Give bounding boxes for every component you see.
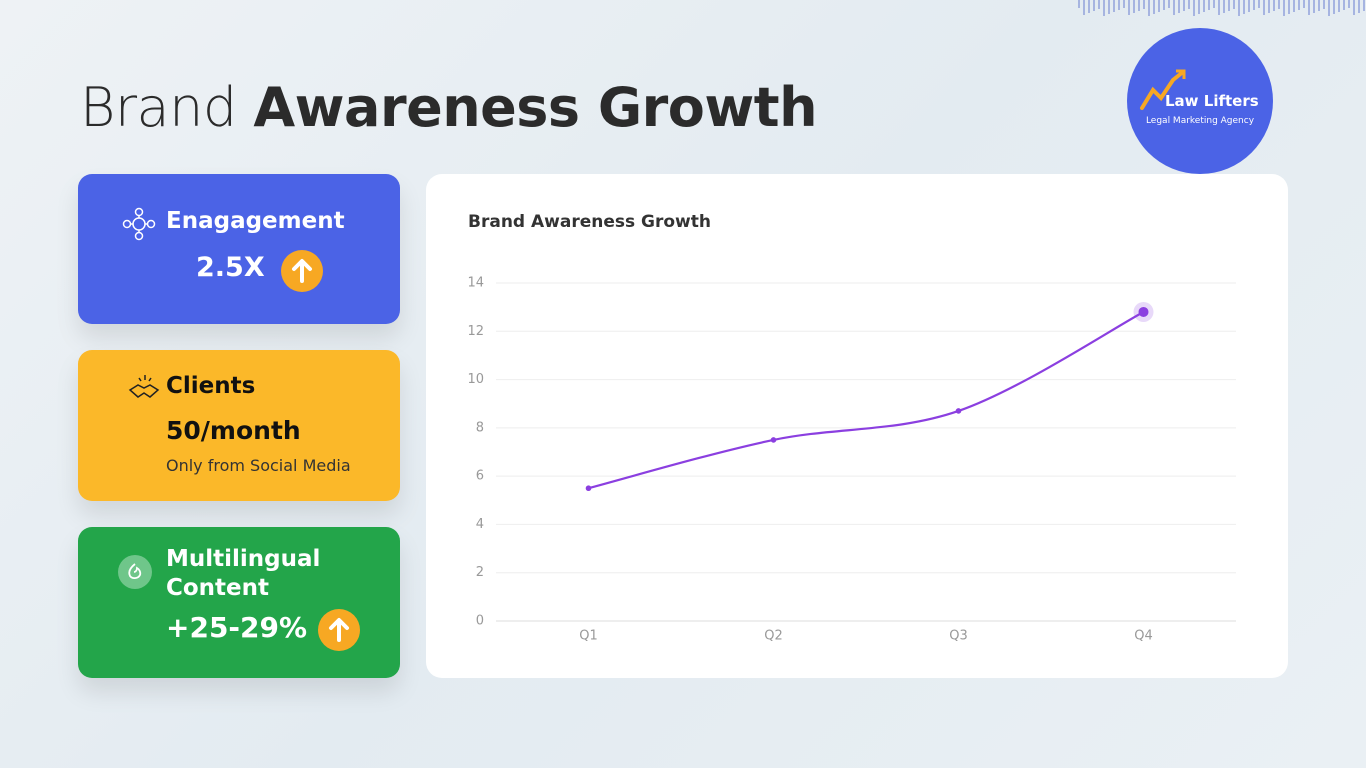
clients-card: Clients 50/month Only from Social Media (78, 350, 400, 501)
y-tick-label: 12 (467, 324, 484, 339)
up-arrow (281, 250, 323, 292)
logo-name: Law Lifters (1165, 92, 1259, 110)
multilingual-icon (118, 555, 152, 589)
logo-mark (1140, 69, 1186, 110)
y-tick-label: 0 (476, 614, 484, 629)
clients-icon (128, 375, 160, 398)
title-light: Brand (80, 76, 237, 139)
y-tick-label: 14 (467, 276, 484, 291)
engagement-card: Enagagement 2.5X (78, 174, 400, 324)
point (955, 408, 962, 414)
card-title: Enagagement (166, 208, 345, 234)
chart-card (426, 174, 1288, 678)
card-value: +25-29% (166, 611, 308, 644)
x-tick-label: Q3 (949, 629, 968, 644)
card-value: 50/month (166, 416, 301, 445)
title-bold: Awareness Growth (253, 76, 818, 139)
point (585, 485, 592, 492)
page-title: Brand Awareness Growth (80, 76, 818, 139)
logo-tagline: Legal Marketing Agency (1145, 116, 1255, 126)
engagement-icon (122, 207, 156, 241)
y-tick-label: 10 (467, 372, 484, 387)
x-tick-label: Q1 (579, 629, 598, 644)
line (588, 311, 1145, 490)
multilingual-card: Multilingual Content +25-29% (78, 527, 400, 678)
decoration (1078, 0, 1365, 16)
chart-title: Brand Awareness Growth (468, 212, 711, 232)
up-arrow (318, 609, 360, 651)
point (1138, 306, 1149, 317)
card-value: 2.5X (196, 252, 265, 283)
y-tick-label: 8 (476, 420, 484, 435)
y-tick-label: 4 (476, 517, 484, 532)
card-note: Only from Social Media (166, 456, 351, 475)
x-tick-label: Q2 (764, 629, 783, 644)
logo: Law Lifters Legal Marketing Agency (1127, 28, 1273, 174)
y-tick-label: 6 (476, 469, 484, 484)
card-title: Multilingual Content (166, 546, 321, 601)
y-tick-label: 2 (476, 565, 484, 580)
point (770, 437, 777, 443)
x-tick-label: Q4 (1134, 629, 1153, 644)
card-title: Clients (166, 373, 256, 399)
